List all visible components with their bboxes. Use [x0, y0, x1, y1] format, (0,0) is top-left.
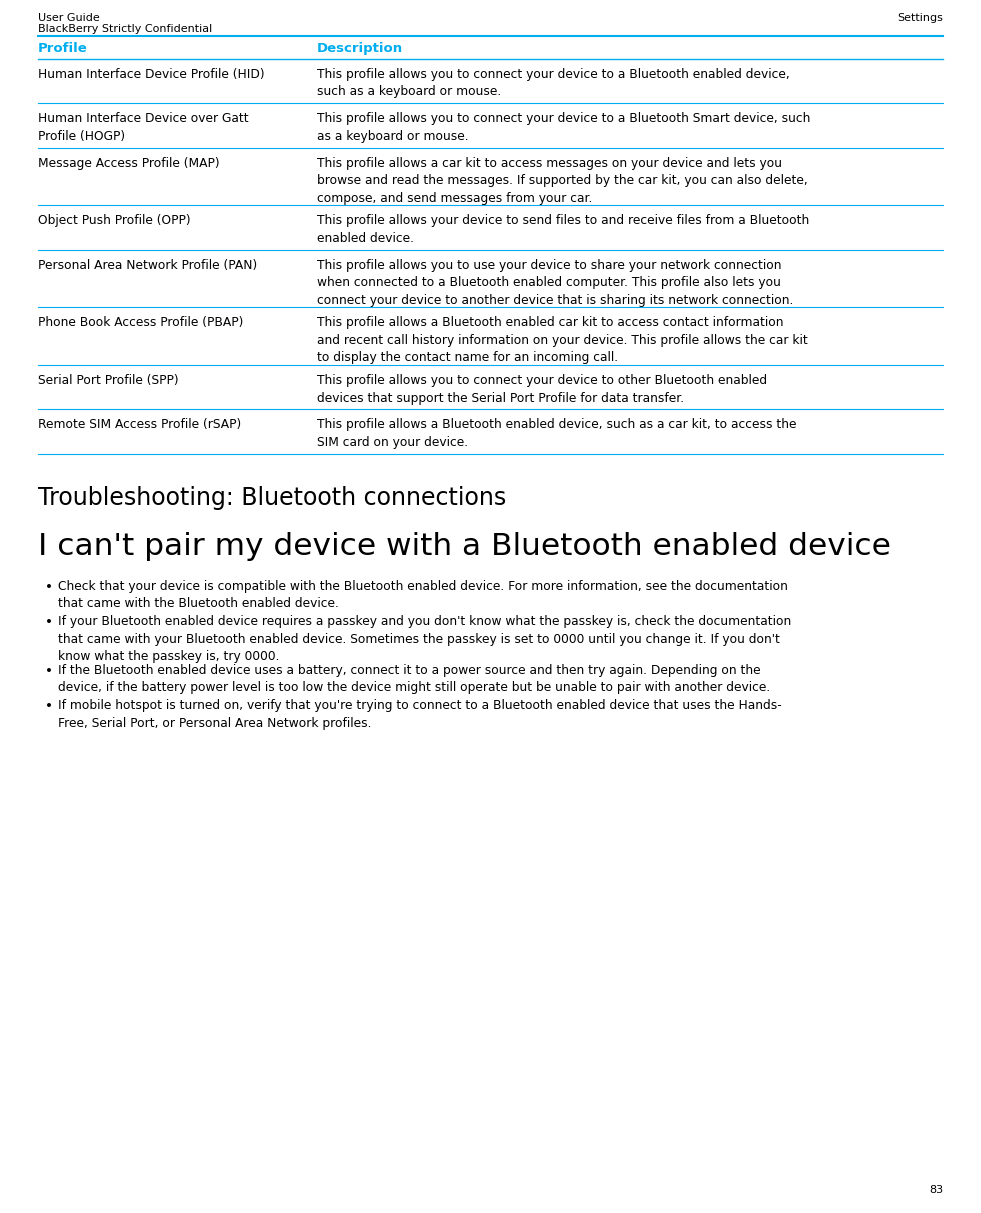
Text: This profile allows a car kit to access messages on your device and lets you
bro: This profile allows a car kit to access … [317, 156, 807, 205]
Text: Profile: Profile [38, 42, 87, 55]
Text: I can't pair my device with a Bluetooth enabled device: I can't pair my device with a Bluetooth … [38, 531, 891, 560]
Text: User Guide: User Guide [38, 13, 100, 23]
Text: This profile allows a Bluetooth enabled device, such as a car kit, to access the: This profile allows a Bluetooth enabled … [317, 418, 797, 449]
Text: Phone Book Access Profile (PBAP): Phone Book Access Profile (PBAP) [38, 317, 243, 330]
Text: Description: Description [317, 42, 403, 55]
Text: Object Push Profile (OPP): Object Push Profile (OPP) [38, 215, 190, 227]
Text: This profile allows you to connect your device to a Bluetooth Smart device, such: This profile allows you to connect your … [317, 113, 810, 143]
Text: If the Bluetooth enabled device uses a battery, connect it to a power source and: If the Bluetooth enabled device uses a b… [58, 664, 770, 694]
Text: •: • [45, 699, 53, 713]
Text: This profile allows you to connect your device to a Bluetooth enabled device,
su: This profile allows you to connect your … [317, 68, 790, 98]
Text: Remote SIM Access Profile (rSAP): Remote SIM Access Profile (rSAP) [38, 418, 241, 432]
Text: Check that your device is compatible with the Bluetooth enabled device. For more: Check that your device is compatible wit… [58, 580, 788, 610]
Text: •: • [45, 664, 53, 678]
Text: This profile allows you to connect your device to other Bluetooth enabled
device: This profile allows you to connect your … [317, 374, 767, 404]
Text: If mobile hotspot is turned on, verify that you're trying to connect to a Blueto: If mobile hotspot is turned on, verify t… [58, 699, 782, 730]
Text: This profile allows you to use your device to share your network connection
when: This profile allows you to use your devi… [317, 258, 794, 307]
Text: BlackBerry Strictly Confidential: BlackBerry Strictly Confidential [38, 24, 212, 34]
Text: Human Interface Device Profile (HID): Human Interface Device Profile (HID) [38, 68, 265, 81]
Text: Personal Area Network Profile (PAN): Personal Area Network Profile (PAN) [38, 258, 257, 272]
Text: •: • [45, 615, 53, 630]
Text: Settings: Settings [898, 13, 943, 23]
Text: Troubleshooting: Bluetooth connections: Troubleshooting: Bluetooth connections [38, 485, 506, 509]
Text: Human Interface Device over Gatt
Profile (HOGP): Human Interface Device over Gatt Profile… [38, 113, 248, 143]
Text: 83: 83 [929, 1185, 943, 1195]
Text: Serial Port Profile (SPP): Serial Port Profile (SPP) [38, 374, 179, 387]
Text: •: • [45, 580, 53, 594]
Text: If your Bluetooth enabled device requires a passkey and you don't know what the : If your Bluetooth enabled device require… [58, 615, 792, 664]
Text: Message Access Profile (MAP): Message Access Profile (MAP) [38, 156, 220, 170]
Text: This profile allows a Bluetooth enabled car kit to access contact information
an: This profile allows a Bluetooth enabled … [317, 317, 807, 364]
Text: This profile allows your device to send files to and receive files from a Blueto: This profile allows your device to send … [317, 215, 809, 245]
